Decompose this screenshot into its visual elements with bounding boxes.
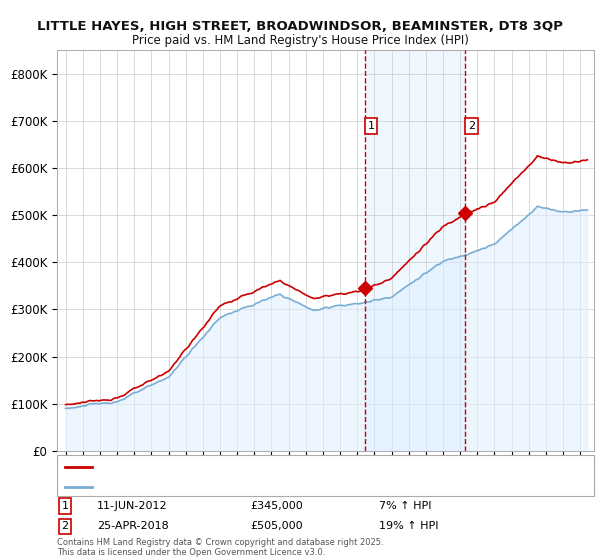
Text: 1: 1	[62, 501, 68, 511]
Text: 7% ↑ HPI: 7% ↑ HPI	[379, 501, 432, 511]
Text: HPI: Average price, detached house, Dorset: HPI: Average price, detached house, Dors…	[97, 482, 305, 491]
Text: Contains HM Land Registry data © Crown copyright and database right 2025.
This d: Contains HM Land Registry data © Crown c…	[57, 538, 383, 557]
Text: 2: 2	[61, 521, 68, 531]
Text: 2: 2	[468, 121, 475, 131]
Text: LITTLE HAYES, HIGH STREET, BROADWINDSOR, BEAMINSTER, DT8 3QP (detached house): LITTLE HAYES, HIGH STREET, BROADWINDSOR,…	[97, 462, 517, 471]
Bar	[365, 50, 466, 451]
Text: 1: 1	[367, 121, 374, 131]
Text: £505,000: £505,000	[250, 521, 303, 531]
Text: Price paid vs. HM Land Registry's House Price Index (HPI): Price paid vs. HM Land Registry's House …	[131, 34, 469, 46]
Text: LITTLE HAYES, HIGH STREET, BROADWINDSOR, BEAMINSTER, DT8 3QP: LITTLE HAYES, HIGH STREET, BROADWINDSOR,…	[37, 20, 563, 32]
Text: 19% ↑ HPI: 19% ↑ HPI	[379, 521, 439, 531]
Text: 25-APR-2018: 25-APR-2018	[97, 521, 169, 531]
Text: 11-JUN-2012: 11-JUN-2012	[97, 501, 168, 511]
FancyBboxPatch shape	[57, 455, 594, 496]
Text: £345,000: £345,000	[250, 501, 303, 511]
